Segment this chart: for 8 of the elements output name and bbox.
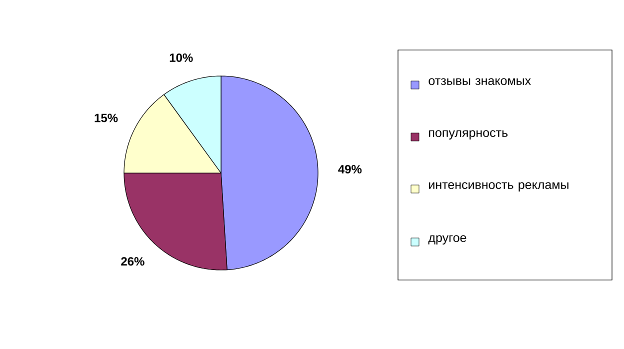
legend-label: интенсивность рекламы	[429, 182, 568, 192]
data-label: 15%	[94, 114, 118, 122]
legend-label: отзывы знакомых	[428, 78, 531, 86]
data-label: 49%	[338, 164, 362, 174]
data-label: 26%	[121, 257, 144, 266]
legend-label: популярность	[429, 130, 508, 140]
data-label: 10%	[170, 53, 193, 62]
legend-label: другое	[428, 235, 466, 245]
